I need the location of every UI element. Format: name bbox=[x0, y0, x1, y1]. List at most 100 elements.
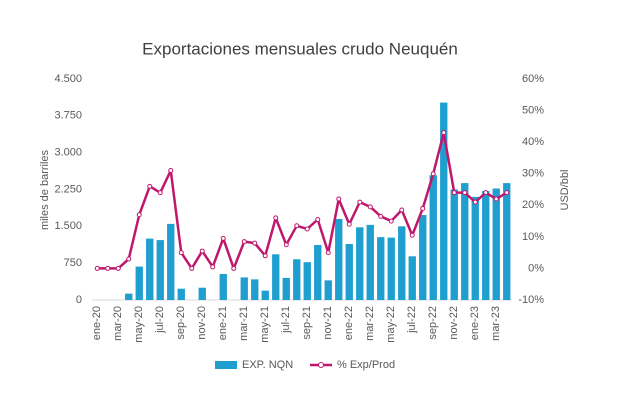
x-tick-label: may-20 bbox=[133, 306, 145, 343]
point bbox=[262, 253, 268, 259]
point bbox=[315, 216, 321, 222]
x-tick-label: jul-22 bbox=[406, 306, 418, 334]
point bbox=[430, 171, 436, 177]
point bbox=[504, 190, 510, 196]
point bbox=[451, 190, 457, 196]
bar bbox=[482, 190, 490, 300]
point bbox=[399, 207, 405, 213]
bar bbox=[492, 188, 500, 300]
point bbox=[493, 196, 499, 202]
y-axis-label: miles de barriles bbox=[39, 149, 51, 230]
y-tick-label: 750 bbox=[64, 257, 82, 269]
bar bbox=[198, 287, 206, 300]
x-tick-label: ene-23 bbox=[469, 306, 481, 340]
point bbox=[294, 223, 300, 229]
bar bbox=[272, 254, 280, 300]
bar bbox=[303, 262, 311, 300]
point bbox=[336, 196, 342, 202]
point bbox=[147, 183, 153, 189]
bar bbox=[408, 256, 416, 300]
bar bbox=[503, 183, 511, 300]
bar bbox=[125, 293, 133, 300]
point bbox=[210, 264, 216, 270]
x-tick-label: jul-20 bbox=[154, 306, 166, 334]
bar bbox=[366, 224, 374, 300]
x-tick-label: nov-22 bbox=[448, 306, 460, 340]
point bbox=[136, 212, 142, 218]
point bbox=[378, 213, 384, 219]
x-tick-label: sep-21 bbox=[301, 306, 313, 340]
bar bbox=[261, 290, 269, 300]
point bbox=[105, 265, 111, 271]
bar bbox=[240, 277, 248, 300]
y-tick-label: 1.500 bbox=[54, 220, 82, 232]
point bbox=[157, 190, 163, 196]
y2-tick-label: 30% bbox=[522, 168, 544, 180]
bar bbox=[314, 244, 322, 300]
y-tick-label: 0 bbox=[76, 294, 82, 306]
legend-label: EXP. NQN bbox=[242, 359, 293, 371]
y-tick-label: 3.750 bbox=[54, 110, 82, 122]
point bbox=[304, 226, 310, 232]
x-tick-label: jul-21 bbox=[280, 306, 292, 334]
point bbox=[367, 204, 373, 210]
point bbox=[220, 235, 226, 241]
bar bbox=[324, 280, 332, 300]
y2-tick-label: 50% bbox=[522, 104, 544, 116]
point bbox=[483, 190, 489, 196]
chart-title: Exportaciones mensuales crudo Neuquén bbox=[142, 39, 458, 58]
x-tick-label: ene-22 bbox=[343, 306, 355, 340]
bar bbox=[167, 223, 175, 300]
bar bbox=[387, 237, 395, 300]
y2-tick-label: 10% bbox=[522, 231, 544, 243]
point bbox=[388, 218, 394, 224]
bar bbox=[429, 175, 437, 300]
point bbox=[409, 232, 415, 238]
point bbox=[199, 248, 205, 254]
legend-swatch bbox=[215, 361, 237, 369]
point bbox=[168, 168, 174, 174]
point bbox=[420, 205, 426, 211]
bar bbox=[461, 183, 469, 300]
bar bbox=[219, 273, 227, 300]
point bbox=[178, 250, 184, 256]
bar bbox=[335, 218, 343, 300]
x-tick-label: sep-22 bbox=[427, 306, 439, 340]
y2-tick-label: 60% bbox=[522, 73, 544, 85]
bar bbox=[377, 237, 385, 300]
bar bbox=[398, 226, 406, 300]
bar bbox=[356, 227, 364, 300]
point bbox=[273, 215, 279, 221]
y2-tick-label: 40% bbox=[522, 136, 544, 148]
x-tick-label: mar-23 bbox=[490, 306, 502, 341]
bar bbox=[471, 196, 479, 300]
point bbox=[346, 221, 352, 227]
point bbox=[357, 199, 363, 205]
x-tick-label: may-22 bbox=[385, 306, 397, 343]
y-tick-label: 2.250 bbox=[54, 183, 82, 195]
bar bbox=[440, 102, 448, 300]
point bbox=[115, 265, 121, 271]
x-tick-label: may-21 bbox=[259, 306, 271, 343]
y2-tick-label: -10% bbox=[518, 294, 544, 306]
point bbox=[441, 130, 447, 136]
point bbox=[252, 240, 258, 246]
bar bbox=[177, 288, 185, 300]
x-tick-label: mar-21 bbox=[238, 306, 250, 341]
point bbox=[472, 199, 478, 205]
bar bbox=[419, 215, 427, 300]
point bbox=[325, 250, 331, 256]
bar bbox=[251, 279, 259, 300]
point bbox=[94, 265, 100, 271]
point bbox=[283, 242, 289, 248]
bar bbox=[156, 240, 164, 300]
bar bbox=[450, 189, 458, 300]
y2-tick-label: 20% bbox=[522, 199, 544, 211]
y2-tick-label: 0% bbox=[528, 262, 544, 274]
bar bbox=[345, 244, 353, 300]
y-tick-label: 4.500 bbox=[54, 73, 82, 85]
x-tick-label: ene-20 bbox=[91, 306, 103, 340]
x-tick-label: sep-20 bbox=[175, 306, 187, 340]
x-tick-label: ene-21 bbox=[217, 306, 229, 340]
